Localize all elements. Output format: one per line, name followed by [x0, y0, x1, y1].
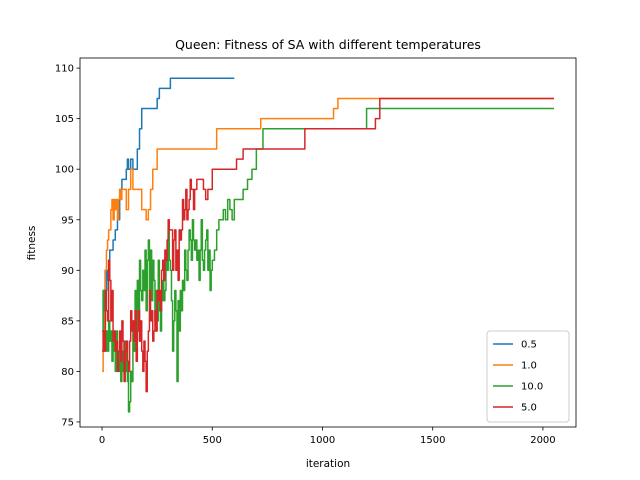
legend-label: 5.0: [521, 403, 537, 414]
x-axis-title: iteration: [306, 458, 350, 470]
series-line-5-0: [102, 97, 554, 393]
series-line-1-0: [102, 97, 554, 373]
legend-label: 0.5: [521, 340, 537, 351]
x-tick-label: 1000: [310, 435, 335, 446]
y-tick-label: 100: [55, 165, 74, 176]
chart-title: Queen: Fitness of SA with different temp…: [175, 37, 481, 52]
plot-frame: [79, 57, 577, 428]
legend-label: 10.0: [521, 382, 543, 393]
y-tick-label: 75: [61, 417, 74, 428]
x-tick-label: 0: [99, 435, 105, 446]
plot-area: [79, 57, 577, 428]
y-tick-label: 90: [61, 266, 74, 277]
legend-label: 1.0: [521, 361, 537, 372]
y-axis-title: fitness: [26, 226, 38, 261]
series-line-0-5: [102, 77, 235, 332]
x-axis: 0 500 1000 1500 2000: [99, 427, 556, 446]
y-tick-label: 95: [61, 215, 74, 226]
y-tick-label: 80: [61, 367, 74, 378]
y-axis: 75 80 85 90 95 100 105 110: [55, 64, 80, 428]
y-tick-label: 110: [55, 64, 74, 75]
y-tick-label: 105: [55, 114, 74, 125]
legend-box: [486, 330, 570, 423]
x-tick-label: 1500: [420, 435, 445, 446]
series-line-10-0: [102, 107, 554, 413]
y-tick-label: 85: [61, 316, 74, 327]
legend: 0.5 1.0 10.0 5.0: [486, 330, 570, 423]
x-tick-label: 2000: [530, 435, 555, 446]
x-tick-label: 500: [203, 435, 222, 446]
